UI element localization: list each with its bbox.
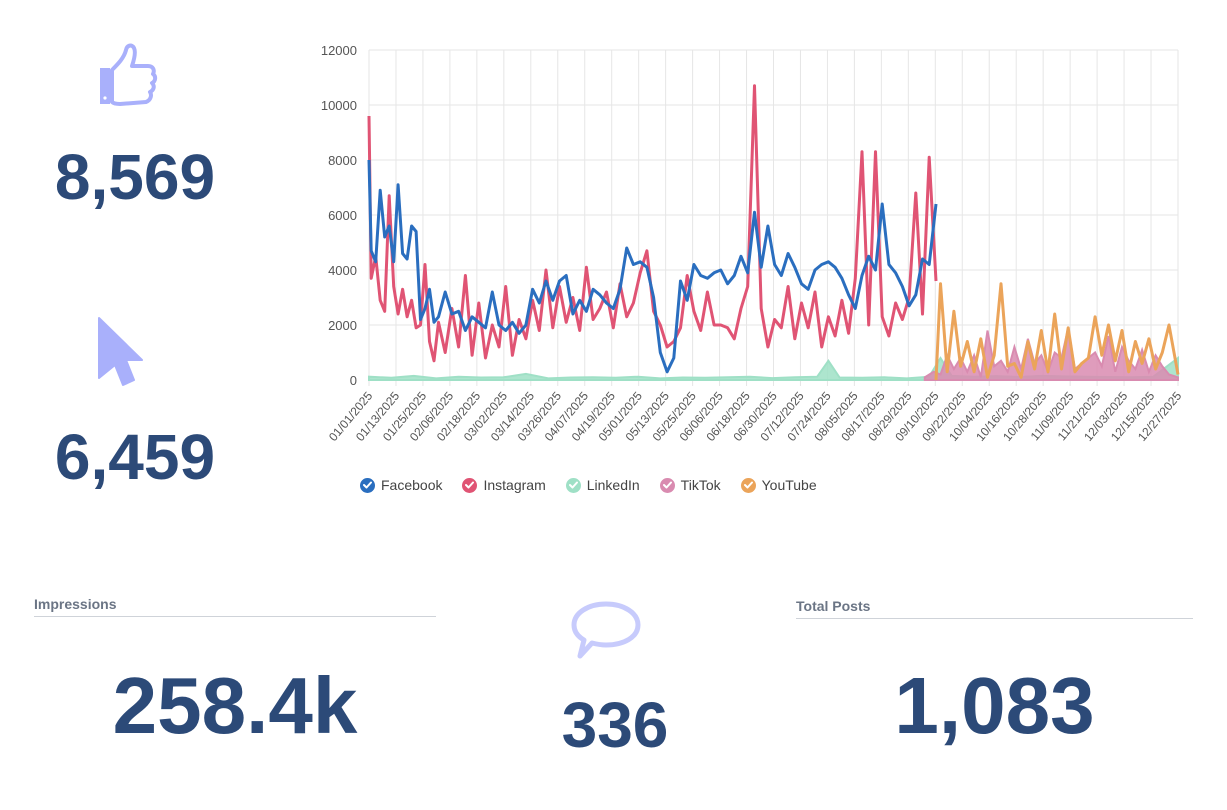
legend-item-instagram[interactable]: Instagram [462, 477, 546, 493]
y-tick-label: 4000 [328, 263, 357, 278]
total-posts-divider [796, 618, 1193, 619]
y-tick-label: 10000 [321, 98, 357, 113]
cursor-icon [96, 316, 148, 388]
check-circle-icon [360, 477, 375, 493]
check-circle-icon [740, 477, 756, 493]
legend-label: Facebook [381, 477, 443, 493]
legend-label: TikTok [680, 477, 721, 493]
total-posts-title: Total Posts [796, 598, 871, 614]
legend-item-linkedin[interactable]: LinkedIn [565, 477, 640, 493]
legend-item-facebook[interactable]: Facebook [360, 477, 442, 493]
thumbs-up-icon [96, 42, 158, 108]
clicks-value: 6,459 [54, 421, 216, 493]
impressions-title: Impressions [34, 596, 117, 612]
engagement-line-chart: 02000400060008000100001200001/01/202501/… [321, 43, 1185, 444]
series-youtube-line [934, 282, 1180, 381]
y-tick-label: 6000 [328, 208, 357, 223]
impressions-value: 258.4k [112, 661, 358, 750]
y-tick-label: 0 [350, 373, 357, 388]
check-circle-icon [565, 477, 581, 493]
legend-label: LinkedIn [586, 477, 640, 493]
check-circle-icon [462, 477, 478, 493]
likes-value: 8,569 [54, 141, 216, 213]
y-tick-label: 8000 [328, 153, 357, 168]
series-facebook-line [367, 159, 938, 374]
speech-bubble-icon [570, 600, 642, 662]
comments-value: 336 [561, 689, 669, 761]
total-posts-value: 1,083 [894, 661, 1095, 750]
legend-item-tiktok[interactable]: TikTok [659, 477, 721, 493]
y-tick-label: 2000 [328, 318, 357, 333]
impressions-divider [34, 616, 436, 617]
legend-label: YouTube [761, 477, 817, 493]
y-tick-label: 12000 [321, 43, 357, 58]
legend-label: Instagram [483, 477, 546, 493]
check-circle-icon [659, 477, 675, 493]
legend-item-youtube[interactable]: YouTube [740, 477, 817, 493]
chart-legend: Facebook Instagram LinkedIn TikTok YouTube [360, 477, 837, 493]
series-instagram-line [367, 84, 938, 363]
